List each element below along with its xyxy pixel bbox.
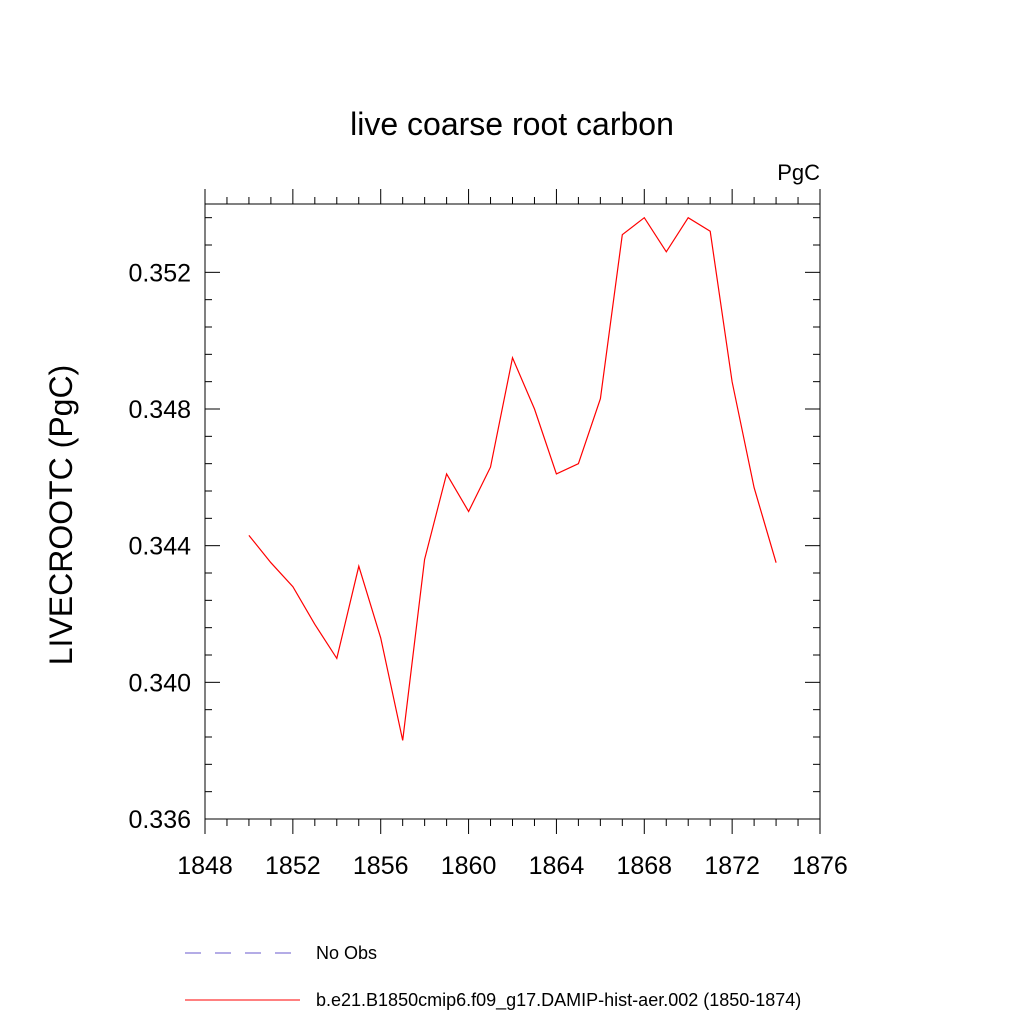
x-tick-label: 1860 [441,852,497,880]
axes: 1848 1852 1856 1860 1864 1868 1872 1876 0.336 0.3… [128,189,848,880]
x-tick-label: 1856 [353,852,409,880]
y-tick-label: 0.352 [128,259,191,287]
x-tick-label: 1876 [792,852,848,880]
series-line-1 [248,216,777,741]
legend: No Obs b.e21.B1850cmip6.f09_g17.DAMIP-hi… [185,943,801,1011]
x-tick-label: 1848 [177,852,233,880]
x-tick-label: 1852 [265,852,321,880]
y-tick-label: 0.336 [128,806,191,834]
units-label: PgC [777,160,820,185]
legend-label-no-obs: No Obs [316,943,377,963]
y-tick-label: 0.344 [128,533,191,561]
x-tick-label: 1872 [704,852,760,880]
y-axis-label: LIVECROOTC (PgC) [43,365,79,665]
chart-title: live coarse root carbon [350,106,674,142]
legend-label-model: b.e21.B1850cmip6.f09_g17.DAMIP-hist-aer.… [316,990,801,1011]
x-tick-label: 1864 [529,852,585,880]
series-lines [248,216,777,741]
plot-frame [204,203,821,820]
x-tick-label: 1868 [616,852,672,880]
y-tick-label: 0.348 [128,396,191,424]
y-tick-label: 0.340 [128,669,191,697]
